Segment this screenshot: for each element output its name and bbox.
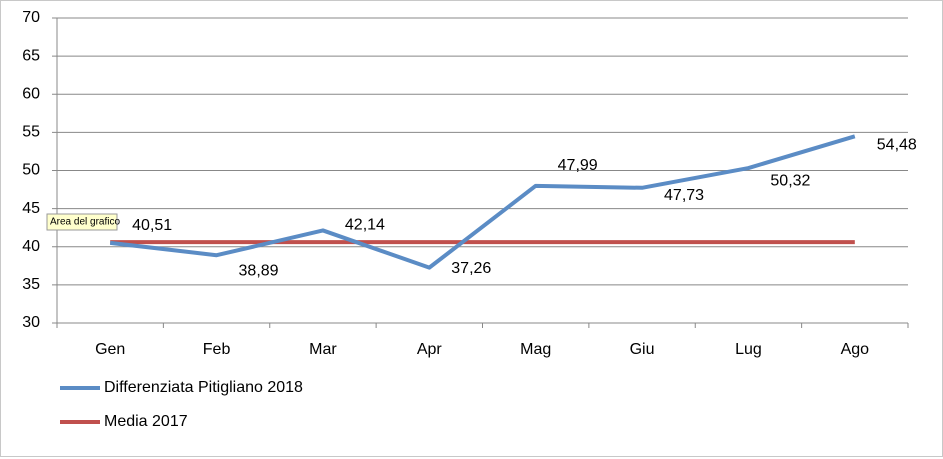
x-tick-label: Apr — [417, 341, 443, 358]
x-tick-label: Mar — [309, 341, 337, 358]
tooltip-box — [46, 213, 118, 231]
x-tick-label: Gen — [95, 341, 125, 358]
data-label: 54,48 — [877, 137, 917, 154]
tooltip: Area del grafico — [46, 213, 120, 231]
data-label: 42,14 — [345, 217, 385, 234]
y-tick-label: 55 — [22, 124, 40, 141]
data-label: 38,89 — [239, 262, 279, 279]
data-label: 50,32 — [770, 172, 810, 189]
series-line — [109, 134, 856, 270]
tooltip-text: Area del grafico — [50, 217, 120, 228]
y-tick-label: 60 — [22, 85, 40, 102]
data-label: 47,99 — [558, 157, 598, 174]
data-label: 47,73 — [664, 187, 704, 204]
y-tick-label: 45 — [22, 200, 40, 217]
y-tick-label: 65 — [22, 47, 40, 64]
legend-label: Differenziata Pitigliano 2018 — [104, 379, 303, 396]
x-tick-label: Feb — [203, 341, 231, 358]
x-tick-label: Lug — [735, 341, 762, 358]
data-label: 37,26 — [451, 260, 491, 277]
y-tick-label: 40 — [22, 238, 40, 255]
legend-label: Media 2017 — [104, 413, 188, 430]
x-tick-label: Mag — [520, 341, 551, 358]
y-tick-label: 50 — [22, 162, 40, 179]
y-tick-label: 30 — [22, 314, 40, 331]
y-tick-label: 70 — [22, 9, 40, 26]
x-tick-label: Giu — [630, 341, 655, 358]
data-label: 40,51 — [132, 217, 172, 234]
y-tick-label: 35 — [22, 276, 40, 293]
x-tick-label: Ago — [841, 341, 870, 358]
